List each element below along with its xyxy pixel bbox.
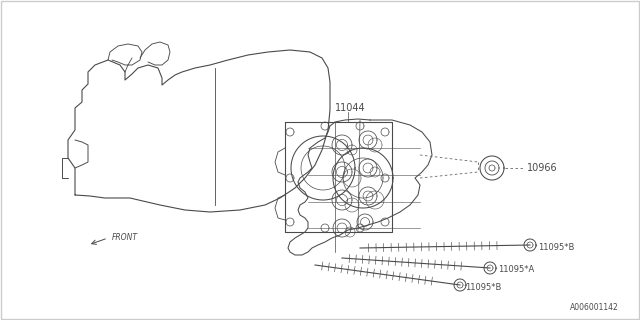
Text: 10966: 10966 [527,163,557,173]
Text: A006001142: A006001142 [570,303,619,312]
Text: 11095*A: 11095*A [498,266,534,275]
Text: 11044: 11044 [335,103,365,113]
Text: FRONT: FRONT [112,233,138,242]
Text: 11095*B: 11095*B [465,283,501,292]
Text: 11095*B: 11095*B [538,244,574,252]
